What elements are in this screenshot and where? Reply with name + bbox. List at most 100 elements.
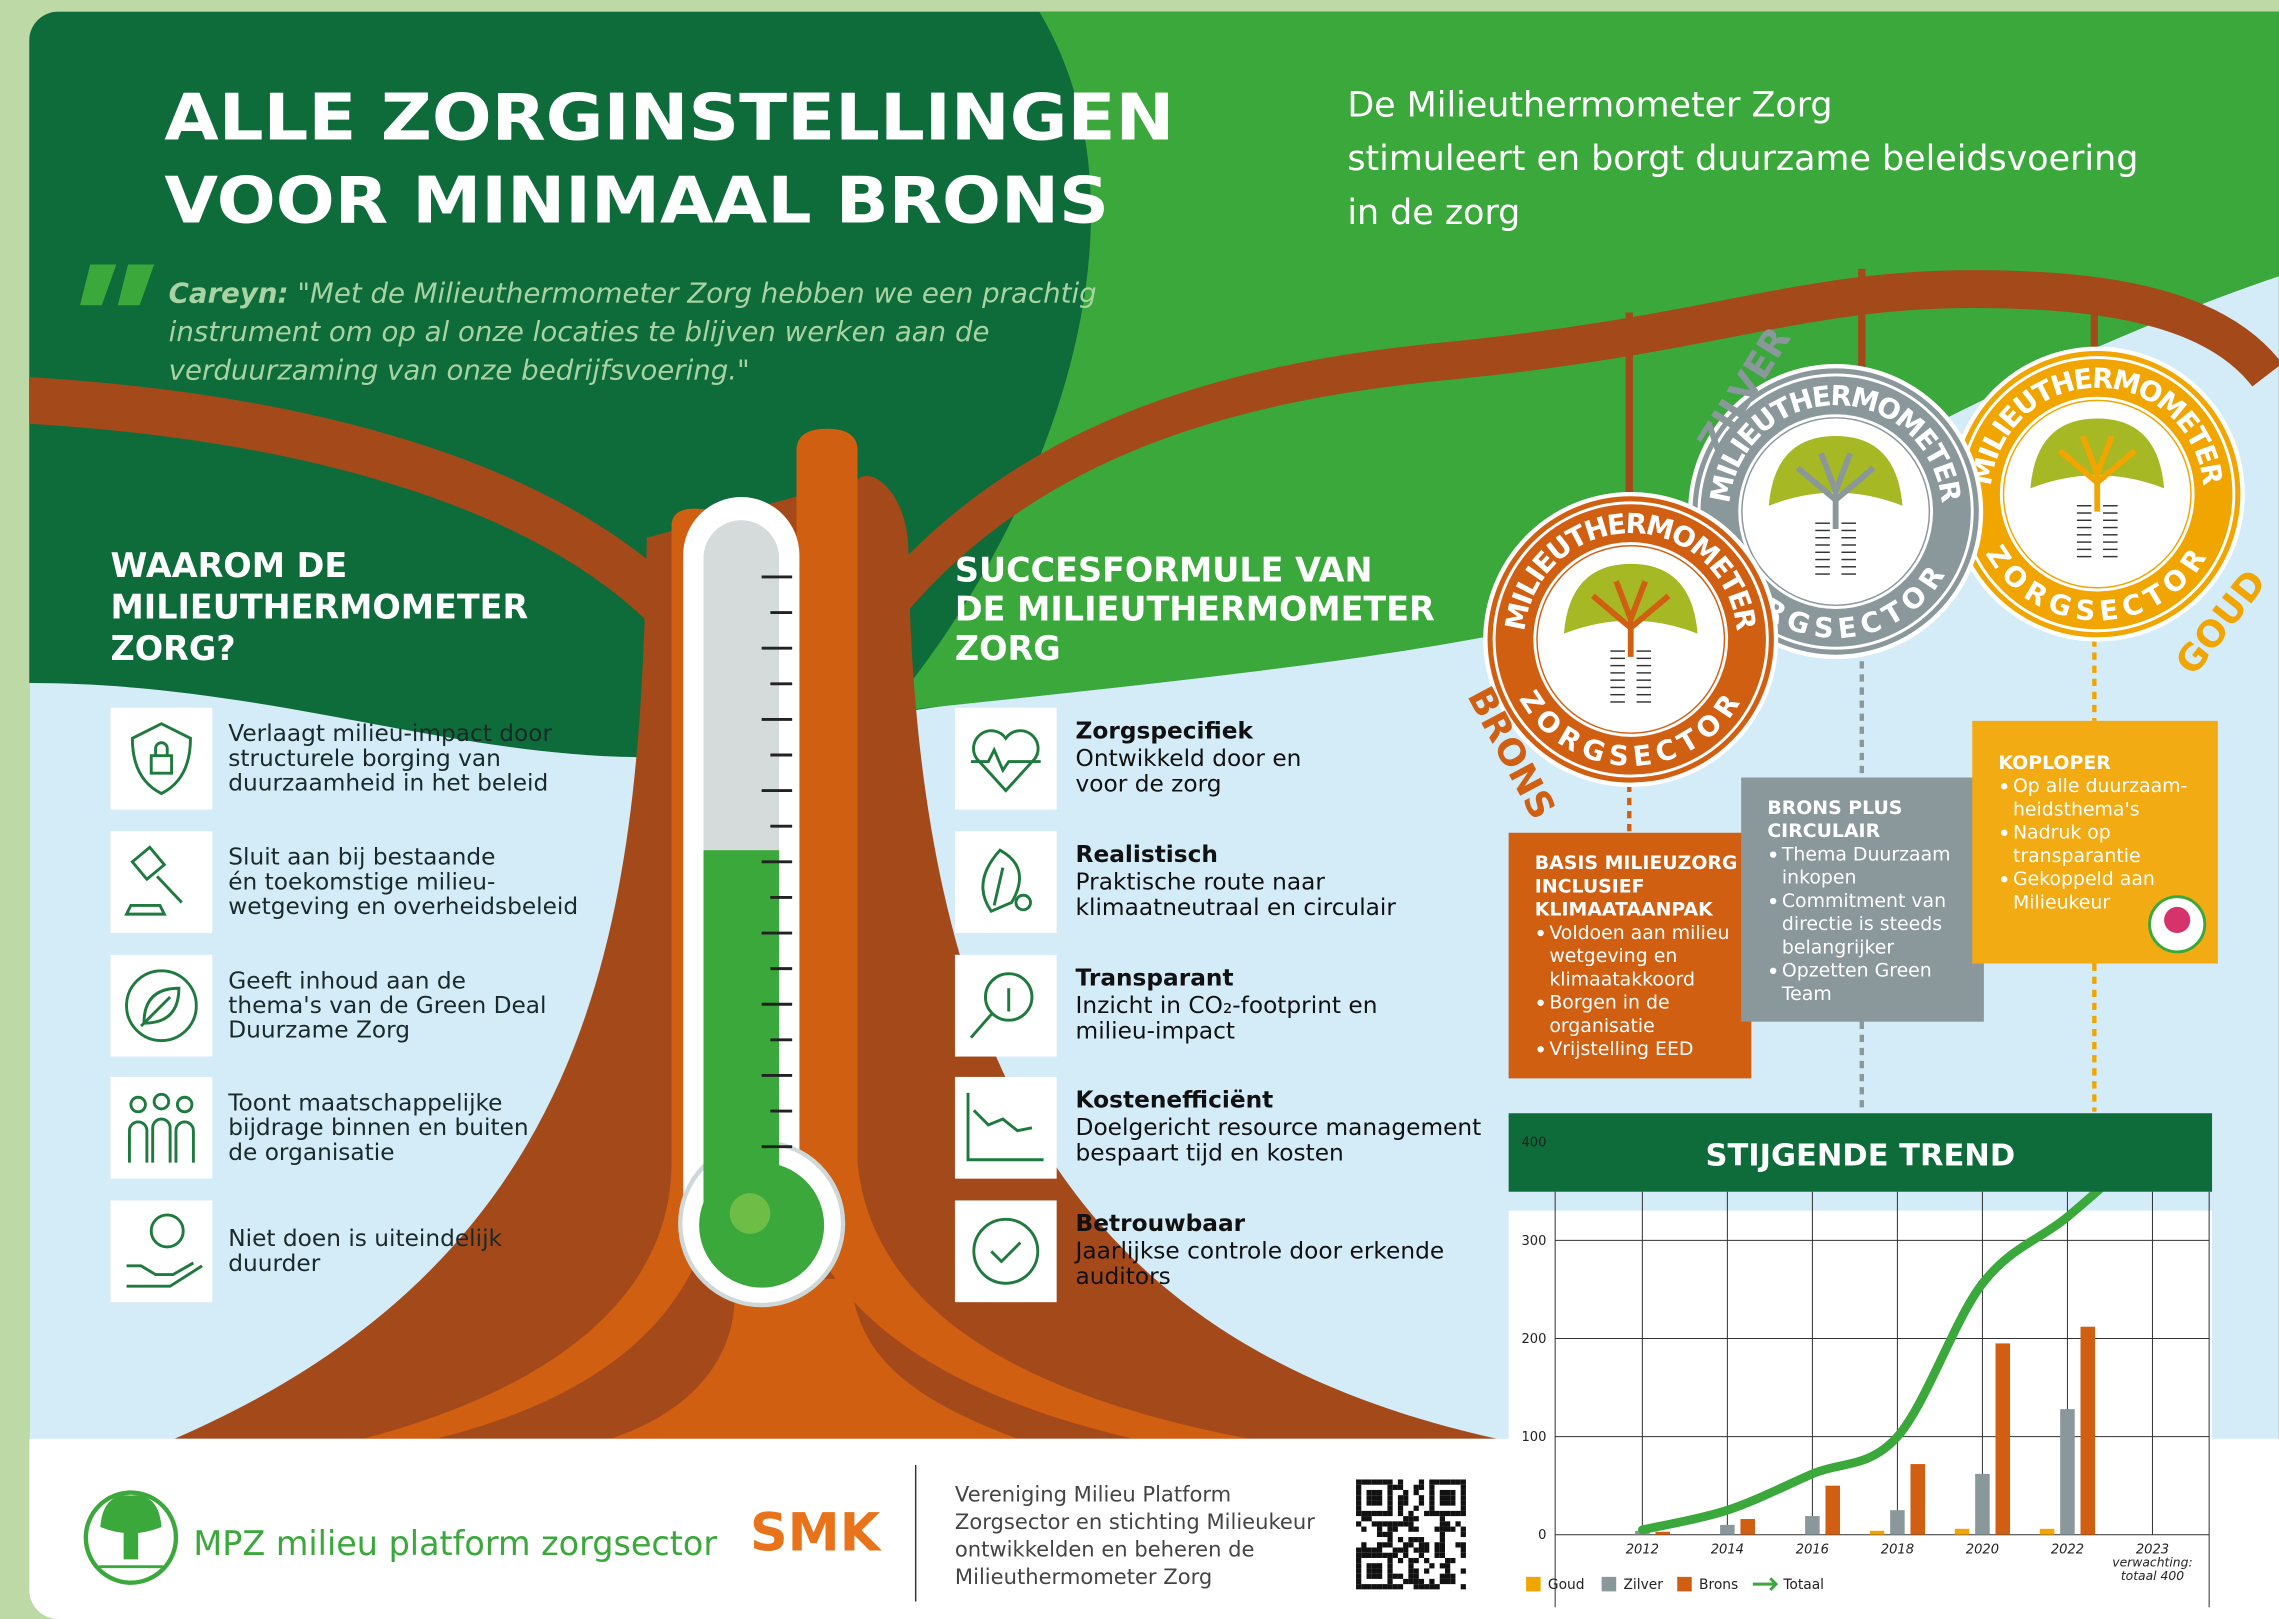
qr-module: [1414, 1516, 1419, 1521]
qr-module: [1408, 1563, 1413, 1568]
qr-module: [1372, 1568, 1377, 1573]
qr-module: [1461, 1495, 1466, 1500]
bar: [1975, 1474, 1990, 1535]
bullet-dot: [2001, 876, 2007, 882]
qr-module: [1440, 1563, 1445, 1568]
qr-module: [1372, 1584, 1377, 1589]
qr-module: [1408, 1521, 1413, 1526]
qr-module: [1387, 1532, 1392, 1537]
qr-module: [1398, 1511, 1403, 1516]
qr-module: [1419, 1579, 1424, 1584]
bar: [2040, 1529, 2055, 1535]
qr-module: [1424, 1542, 1429, 1547]
qr-module: [1419, 1537, 1424, 1542]
why-item: wetgeving en overheidsbeleid: [228, 893, 578, 920]
qr-module: [1450, 1579, 1455, 1584]
qr-module: [1440, 1516, 1445, 1521]
qr-module: [1382, 1511, 1387, 1516]
qr-module: [1440, 1537, 1445, 1542]
why-item: bijdrage binnen en buiten: [228, 1114, 528, 1141]
section-title: WAAROM DE: [111, 546, 348, 585]
level-bullet: Gekoppeld aan: [2013, 868, 2155, 890]
qr-module: [1419, 1500, 1424, 1505]
qr-module: [1403, 1500, 1408, 1505]
qr-module: [1445, 1490, 1450, 1495]
formula-item-text: Inzicht in CO₂-footprint en: [1076, 992, 1378, 1019]
qr-module: [1403, 1542, 1408, 1547]
legend-label: Totaal: [1782, 1577, 1824, 1593]
qr-module: [1387, 1568, 1392, 1573]
qr-module: [1382, 1553, 1387, 1558]
bullet-dot: [1537, 1000, 1543, 1006]
qr-module: [1461, 1553, 1466, 1558]
qr-module: [1403, 1490, 1408, 1495]
qr-module: [1387, 1563, 1392, 1568]
level-bullet: Commitment van: [1782, 890, 1946, 912]
why-item: Verlaagt milieu-impact door: [228, 720, 552, 747]
qr-module: [1403, 1579, 1408, 1584]
quote: Careyn:"Met de Milieuthermometer Zorg he…: [169, 276, 1097, 309]
qr-module: [1387, 1537, 1392, 1542]
bullet-dot: [1537, 930, 1543, 936]
bar: [2081, 1327, 2096, 1535]
qr-module: [1356, 1479, 1361, 1484]
formula-item-text: Praktische route naar: [1076, 868, 1326, 895]
milieukeur-flower: [2164, 907, 2190, 933]
chart-panel: [1509, 1211, 2212, 1619]
qr-module: [1356, 1579, 1361, 1584]
qr-module: [1367, 1495, 1372, 1500]
bullet-dot: [1770, 851, 1776, 857]
qr-module: [1387, 1490, 1392, 1495]
why-item: Sluit aan bij bestaande: [228, 844, 495, 871]
qr-module: [1414, 1527, 1419, 1532]
qr-module: [1387, 1574, 1392, 1579]
qr-module: [1440, 1532, 1445, 1537]
qr-module: [1372, 1574, 1377, 1579]
qr-module: [1398, 1558, 1403, 1563]
y-tick-label: 100: [1521, 1430, 1546, 1445]
level-heading: BASIS MILIEUZORG: [1535, 852, 1738, 874]
qr-module: [1419, 1495, 1424, 1500]
qr-module: [1429, 1584, 1434, 1589]
qr-module: [1414, 1547, 1419, 1552]
quote-speaker: Careyn:: [169, 276, 289, 309]
qr-module: [1461, 1568, 1466, 1573]
icon-box: [955, 1200, 1057, 1302]
qr-module: [1377, 1500, 1382, 1505]
qr-module: [1356, 1500, 1361, 1505]
qr-module: [1361, 1511, 1366, 1516]
qr-module: [1372, 1490, 1377, 1495]
legend-swatch: [1602, 1577, 1617, 1592]
qr-module: [1450, 1479, 1455, 1484]
qr-module: [1440, 1521, 1445, 1526]
why-item: Niet doen is uiteindelijk: [228, 1225, 502, 1252]
section-title: MILIEUTHERMOMETER: [111, 587, 529, 626]
bar: [1890, 1510, 1905, 1535]
qr-module: [1414, 1485, 1419, 1490]
qr-module: [1361, 1516, 1366, 1521]
subtitle: De Milieuthermometer Zorg: [1347, 85, 1832, 125]
x-tick-label: 2014: [1711, 1543, 1744, 1558]
qr-module: [1408, 1537, 1413, 1542]
qr-module: [1408, 1527, 1413, 1532]
qr-module: [1403, 1516, 1408, 1521]
qr-module: [1408, 1558, 1413, 1563]
x-tick-label: 2022: [2051, 1543, 2084, 1558]
qr-module: [1435, 1542, 1440, 1547]
why-item: Duurzame Zorg: [228, 1017, 410, 1044]
qr-module: [1424, 1547, 1429, 1552]
qr-module: [1361, 1584, 1366, 1589]
bar: [1910, 1464, 1925, 1535]
formula-item-title: Zorgspecifiek: [1076, 717, 1254, 744]
level-bullet: directie is steeds: [1782, 913, 1942, 935]
qr-module: [1387, 1500, 1392, 1505]
legend-label: Zilver: [1623, 1577, 1663, 1593]
level-bullet: Vrijstelling EED: [1549, 1038, 1693, 1060]
section-title: ZORG: [955, 629, 1061, 668]
icon-box: [955, 955, 1057, 1057]
qr-module: [1387, 1521, 1392, 1526]
infographic: ALLE ZORGINSTELLINGENVOOR MINIMAAL BRONS…: [0, 0, 2279, 1619]
qr-module: [1414, 1558, 1419, 1563]
formula-item-text: bespaart tijd en kosten: [1076, 1139, 1344, 1166]
